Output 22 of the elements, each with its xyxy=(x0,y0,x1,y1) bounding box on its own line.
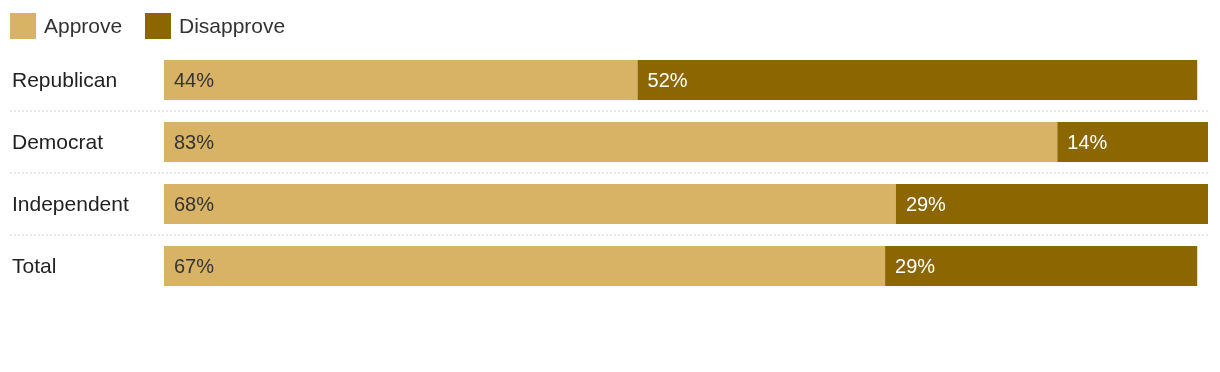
y-tick-label: Democrat xyxy=(12,130,104,153)
bar xyxy=(885,246,1198,286)
bar xyxy=(164,184,896,224)
bar xyxy=(637,60,1198,100)
bar xyxy=(895,184,1208,224)
legend-label: Approve xyxy=(44,14,123,37)
y-tick-label: Independent xyxy=(12,192,129,215)
bar xyxy=(1057,122,1208,162)
data-label: 29% xyxy=(895,255,936,277)
bar xyxy=(164,60,638,100)
y-tick-label: Total xyxy=(12,254,57,277)
data-label: 83% xyxy=(174,131,215,153)
data-label: 67% xyxy=(174,255,215,277)
data-label: 68% xyxy=(174,193,215,215)
data-label: 29% xyxy=(905,193,947,215)
bar xyxy=(164,246,886,286)
data-label: 52% xyxy=(647,69,688,91)
bar xyxy=(164,122,1058,162)
data-label: 14% xyxy=(1067,131,1108,153)
y-tick-label: Republican xyxy=(12,68,118,91)
data-label: 44% xyxy=(174,69,215,91)
legend-label: Disapprove xyxy=(179,14,286,37)
